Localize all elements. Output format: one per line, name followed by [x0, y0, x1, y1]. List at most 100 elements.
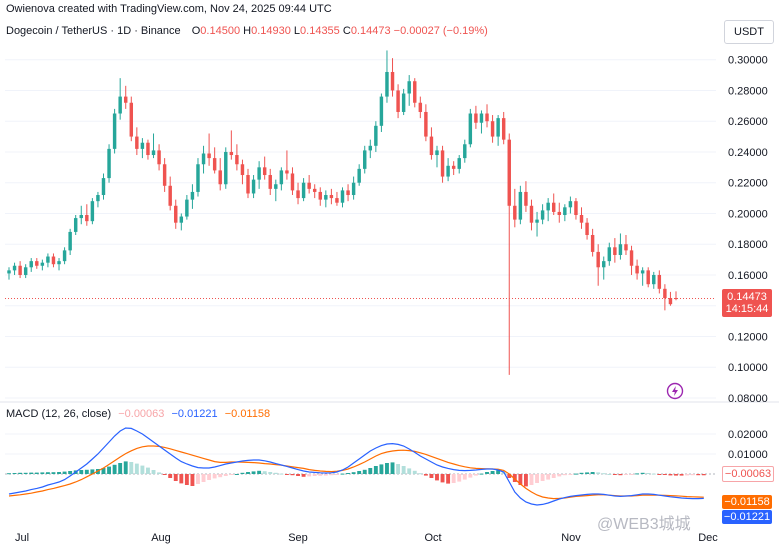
macd-histogram-bar — [629, 474, 634, 475]
macd-legend-histogram: −0.00063 — [118, 408, 165, 420]
candle-body — [451, 165, 456, 169]
macd-histogram-bar — [229, 474, 234, 475]
macd-histogram-bar — [173, 474, 178, 481]
candle-body — [463, 144, 467, 159]
candle-body — [485, 113, 489, 122]
macd-histogram-bar — [562, 474, 567, 476]
macd-histogram-bar — [640, 472, 645, 474]
candle-body — [174, 205, 178, 223]
candle-body — [18, 265, 22, 275]
macd-histogram-bar — [351, 472, 356, 474]
candle-body — [73, 218, 78, 232]
macd-histogram-bar — [379, 464, 384, 474]
macd-histogram-bar — [429, 474, 434, 478]
macd-histogram-bar — [451, 474, 456, 483]
macd-histogram-bar — [368, 468, 373, 474]
candle-body — [179, 216, 184, 223]
macd-histogram-bar — [184, 474, 189, 485]
macd-histogram-bar — [251, 471, 256, 474]
macd-histogram-bar — [234, 474, 239, 475]
price-tick-label: 0.30000 — [728, 55, 768, 67]
macd-histogram-bar — [646, 473, 651, 474]
candle-body — [12, 265, 17, 271]
candle-body — [535, 219, 539, 223]
macd-histogram-bar — [268, 472, 273, 474]
candle-body — [279, 170, 284, 185]
price-tick-label: 0.22000 — [728, 178, 768, 190]
change-value: −0.00027 (−0.19%) — [393, 25, 488, 37]
open-label: O — [191, 25, 201, 37]
symbol-name: Dogecoin / TetherUS · 1D · Binance — [6, 25, 181, 37]
last-price-value: 0.14473 — [727, 291, 767, 303]
macd-histogram-bar — [29, 472, 34, 474]
candle-body — [151, 150, 156, 156]
bar-countdown: 14:15:44 — [725, 303, 769, 315]
price-tick-label: 0.24000 — [728, 147, 768, 159]
macd-histogram-bar — [551, 474, 556, 478]
candle-body — [157, 150, 161, 165]
candle-body — [590, 234, 595, 252]
macd-line — [8, 427, 704, 506]
macd-histogram-bar — [290, 474, 295, 476]
macd-histogram-bar — [518, 474, 523, 485]
price-tick-label: 0.08000 — [728, 393, 768, 405]
macd-histogram-bar — [657, 474, 662, 475]
candle-body — [474, 113, 478, 123]
candle-body — [652, 274, 656, 285]
macd-tick-label: 0.02000 — [728, 429, 768, 441]
candle-body — [7, 270, 11, 274]
macd-histogram-bar — [129, 462, 134, 474]
candle-body — [585, 222, 589, 235]
candle-body — [324, 195, 328, 200]
macd-histogram-bar — [696, 474, 701, 476]
candle-body — [240, 164, 245, 176]
time-tick-label: Jul — [15, 532, 29, 544]
macd-histogram-bar — [107, 466, 111, 474]
candle-body — [640, 270, 645, 274]
candle-body — [346, 190, 350, 196]
candle-body — [51, 256, 56, 265]
candle-body — [318, 191, 322, 200]
macd-legend: MACD (12, 26, close) −0.00063 −0.01221 −… — [6, 408, 270, 420]
macd-histogram-bar — [45, 472, 50, 474]
candlesticks — [5, 50, 716, 375]
candle-body — [574, 201, 578, 216]
macd-histogram-tag: −0.00063 — [722, 466, 774, 482]
candle-body — [290, 173, 295, 191]
candle-body — [624, 244, 628, 251]
macd-histogram-bar — [207, 474, 212, 480]
candle-body — [135, 136, 139, 149]
macd-histogram-bar — [179, 474, 184, 484]
candle-body — [101, 178, 106, 196]
macd-histogram-bar — [412, 470, 417, 474]
macd-histogram-bar — [385, 463, 389, 474]
macd-histogram-bar — [496, 470, 501, 474]
macd-histogram-bar — [624, 474, 628, 475]
macd-histogram-bar — [118, 463, 123, 474]
macd-histogram-bar — [607, 474, 612, 475]
tradingview-logo-icon[interactable] — [666, 382, 684, 400]
macd-histogram-bar — [612, 474, 617, 475]
macd-histogram-bar — [490, 471, 495, 474]
candle-body — [390, 71, 395, 91]
macd-histogram-bar — [357, 471, 362, 474]
macd-histogram-bar — [329, 474, 334, 476]
candle-body — [435, 150, 439, 156]
candle-body — [218, 170, 222, 185]
macd-histogram-bar — [12, 473, 17, 474]
candle-body — [162, 164, 167, 186]
candle-body — [268, 175, 272, 189]
currency-button[interactable]: USDT — [724, 20, 774, 44]
macd-histogram-bar — [512, 474, 517, 482]
candle-body — [29, 261, 33, 268]
macd-histogram-bar — [529, 474, 534, 485]
macd-histogram-bar — [340, 473, 345, 475]
candle-body — [413, 81, 417, 103]
candle-body — [129, 102, 134, 137]
macd-histogram-bar — [112, 464, 117, 474]
candle-body — [40, 262, 45, 266]
candle-body — [418, 102, 423, 112]
macd-histogram-bar — [590, 472, 595, 474]
candle-body — [607, 247, 612, 262]
